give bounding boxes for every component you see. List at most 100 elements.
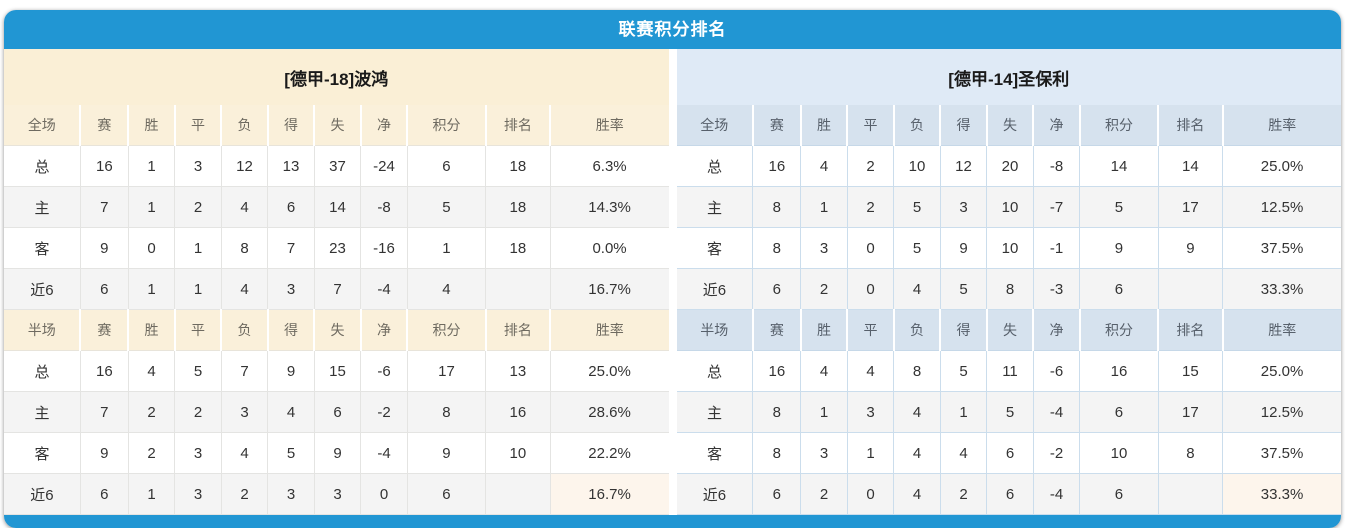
stat-cell: 1 [174,268,222,310]
column-header: 赛 [752,105,802,146]
table-row: 总 16 4 5 7 9 15 -6 17 13 25.0% [4,350,669,392]
column-header: 负 [221,105,269,146]
stat-cell: 11 [986,350,1034,392]
stat-cell: 4 [846,350,895,392]
stat-cell: 10 [986,186,1034,228]
column-header: 平 [174,105,223,146]
column-header: 平 [847,105,895,146]
rank-cell: 13 [485,350,551,392]
stat-cell: -24 [360,145,408,187]
stat-cell: 7 [220,350,269,392]
stat-cell: 8 [752,391,802,433]
stat-cell: 16 [752,350,802,392]
column-header: 平 [847,309,895,351]
column-header: 胜率 [550,105,669,146]
stat-cell: 5 [986,391,1034,433]
column-header: 失 [986,105,1035,146]
stat-cell: 7 [79,391,129,433]
stat-cell: 9 [79,432,129,474]
points-cell: 14 [1079,145,1159,187]
rate-cell: 0.0% [549,227,669,269]
stats-table: [德甲-18]波鸿 全场赛胜平负得失净积分 排名 胜率总 16 1 3 12 13 37 -24 6 1… [4,49,669,515]
tables-container: [德甲-18]波鸿 全场赛胜平负得失净积分 排名 胜率总 16 1 3 12 13 37 -24 6 1… [4,49,1341,515]
row-label: 主 [676,391,754,433]
team-title: [德甲-18]波鸿 [4,49,669,105]
rank-cell [1157,268,1224,310]
stat-cell: 1 [127,473,176,515]
stat-cell: -16 [360,227,408,269]
table-row: 主 7 2 2 3 4 6 -2 8 16 28.6% [4,391,669,433]
column-header: 净 [360,309,409,351]
column-header: 积分 [407,105,487,146]
stat-cell: 16 [79,145,129,187]
stat-cell: -4 [1032,391,1081,433]
row-label: 总 [676,350,754,392]
rank-cell: 18 [485,186,551,228]
row-label: 总 [676,145,754,187]
stat-cell: 1 [127,145,176,187]
stat-cell: 2 [127,432,176,474]
stat-cell: 2 [939,473,988,515]
stat-cell: 4 [267,391,315,433]
column-header: 胜 [128,309,176,351]
points-cell: 5 [406,186,487,228]
stat-cell: -2 [360,391,408,433]
points-cell: 16 [1079,350,1159,392]
stat-cell: 23 [313,227,362,269]
stat-cell: 3 [800,227,848,269]
points-cell: 1 [406,227,487,269]
rank-cell: 18 [485,145,551,187]
stat-cell: -8 [360,186,408,228]
rank-cell: 10 [485,432,551,474]
row-label: 客 [4,432,81,474]
rate-cell: 25.0% [1222,350,1341,392]
stat-cell: 20 [986,145,1034,187]
stat-cell: 6 [752,268,802,310]
stat-cell: 0 [846,227,895,269]
stat-cell: 1 [127,186,176,228]
rate-cell: 28.6% [549,391,669,433]
table-row: 客 9 0 1 8 7 23 -16 1 18 0.0% [4,227,669,269]
stat-cell: 8 [986,268,1034,310]
rank-cell: 8 [1157,432,1224,474]
stat-cell: 6 [313,391,362,433]
stat-cell: -6 [360,350,408,392]
stat-cell: 1 [800,186,848,228]
stat-cell: 16 [752,145,802,187]
row-label: 近6 [4,473,81,515]
row-label: 主 [676,186,754,228]
stat-cell: 2 [127,391,176,433]
stat-cell: 9 [267,350,315,392]
column-header: 赛 [80,105,130,146]
table-row: 主 7 1 2 4 6 14 -8 5 18 14.3% [4,186,669,228]
stat-cell: 6 [79,268,129,310]
row-label: 总 [4,350,81,392]
stat-cell: 4 [800,350,848,392]
points-cell: 10 [1079,432,1159,474]
points-cell: 6 [406,145,487,187]
stat-cell: 6 [267,186,315,228]
rate-cell: 14.3% [549,186,669,228]
stat-cell: -7 [1032,186,1081,228]
column-header: 失 [986,309,1035,351]
stat-cell: 4 [893,473,941,515]
points-cell: 9 [1079,227,1159,269]
rate-cell: 12.5% [1222,186,1341,228]
stat-cell: -1 [1032,227,1081,269]
table-row: 总 16 4 4 8 5 11 -6 16 15 25.0% [676,350,1341,392]
stat-cell: 2 [220,473,269,515]
stat-cell: 4 [127,350,176,392]
column-header: 半场 [4,309,82,351]
column-header: 赛 [752,309,802,351]
stat-cell: 7 [267,227,315,269]
stat-cell: 0 [360,473,408,515]
table-row: 客 8 3 0 5 9 10 -1 9 9 37.5% [676,227,1341,269]
column-header: 排名 [1158,309,1224,351]
stat-cell: -3 [1032,268,1081,310]
stats-table: [德甲-14]圣保利 全场赛胜平负得失净积分 排名 胜率总 16 4 2 10 12 20 -8 14… [676,49,1341,515]
stat-cell: -6 [1032,350,1081,392]
stat-cell: 3 [939,186,988,228]
row-label: 客 [676,432,754,474]
stat-cell: 6 [752,473,802,515]
stat-cell: -4 [1032,473,1081,515]
